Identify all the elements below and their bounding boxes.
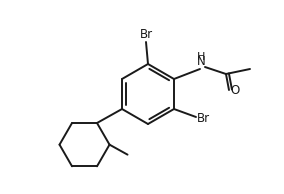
Text: H: H <box>197 52 205 62</box>
Text: Br: Br <box>139 28 153 41</box>
Text: N: N <box>197 55 205 68</box>
Text: O: O <box>230 85 239 98</box>
Text: Br: Br <box>197 112 210 125</box>
